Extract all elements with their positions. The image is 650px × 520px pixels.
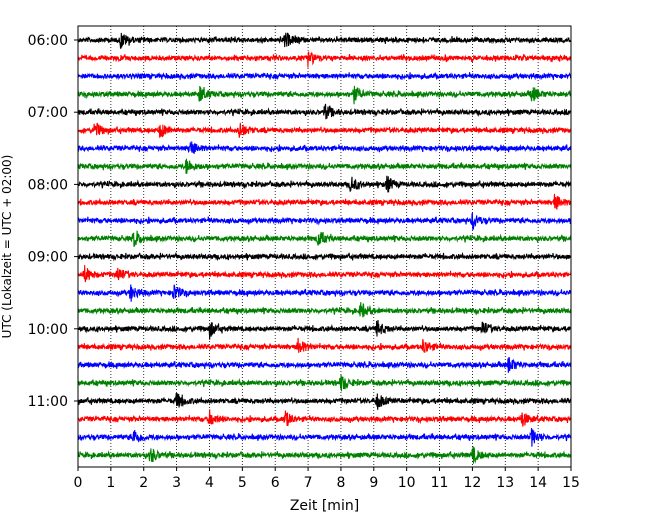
x-tick-label: 9	[369, 475, 378, 491]
trace-row-20	[77, 392, 572, 410]
x-tick-label: 12	[463, 475, 481, 491]
x-tick-label: 11	[431, 475, 449, 491]
trace-row-2	[77, 71, 572, 81]
trace-row-17	[77, 337, 572, 353]
x-tick-label: 8	[336, 475, 345, 491]
y-tick-label: 06:00	[28, 33, 68, 49]
x-tick-label: 13	[496, 475, 514, 491]
x-tick-label: 1	[106, 475, 115, 491]
trace-row-23	[77, 446, 572, 464]
trace-row-13	[77, 265, 572, 283]
x-tick-label: 5	[238, 475, 247, 491]
y-tick-label: 10:00	[28, 322, 68, 338]
trace-row-21	[77, 409, 572, 427]
y-tick-label: 08:00	[28, 177, 68, 193]
y-tick-label: 07:00	[28, 105, 68, 121]
seismic-traces	[77, 32, 572, 464]
x-tick-label: 2	[139, 475, 148, 491]
x-tick-label: 3	[172, 475, 181, 491]
trace-row-6	[77, 141, 572, 154]
x-axis-ticks: 0 1 2 3 4 5 6 7 8 9 10 11 12 13 14 15	[74, 467, 580, 491]
x-tick-label: 10	[398, 475, 416, 491]
x-axis-title: Zeit [min]	[290, 498, 359, 514]
y-tick-label: 09:00	[28, 250, 68, 266]
trace-row-18	[77, 356, 572, 373]
trace-row-12	[77, 251, 572, 262]
trace-row-22	[77, 428, 572, 447]
x-tick-label: 4	[205, 475, 214, 491]
x-tick-label: 7	[304, 475, 313, 491]
y-axis-title: UTC (Lokalzeit = UTC + 02:00)	[0, 155, 14, 339]
trace-row-5	[77, 122, 572, 138]
trace-row-9	[77, 193, 572, 210]
trace-row-4	[77, 103, 572, 120]
trace-row-1	[77, 51, 572, 68]
trace-row-11	[77, 230, 572, 247]
trace-row-14	[77, 284, 572, 302]
x-tick-label: 14	[529, 475, 547, 491]
trace-row-0	[77, 32, 572, 49]
trace-row-10	[77, 212, 572, 230]
y-axis-ticks: 06:00 07:00 08:00 09:00 10:00 11:00	[28, 33, 78, 410]
x-tick-label: 6	[271, 475, 280, 491]
trace-row-8	[77, 175, 572, 193]
trace-row-7	[77, 158, 572, 175]
trace-row-16	[77, 320, 572, 340]
y-tick-label: 11:00	[28, 394, 68, 410]
trace-row-3	[77, 85, 572, 105]
x-tick-label: 0	[74, 475, 83, 491]
plot-frame	[77, 25, 572, 468]
trace-row-15	[77, 302, 572, 318]
trace-row-19	[77, 375, 572, 392]
x-tick-label: 15	[562, 475, 580, 491]
